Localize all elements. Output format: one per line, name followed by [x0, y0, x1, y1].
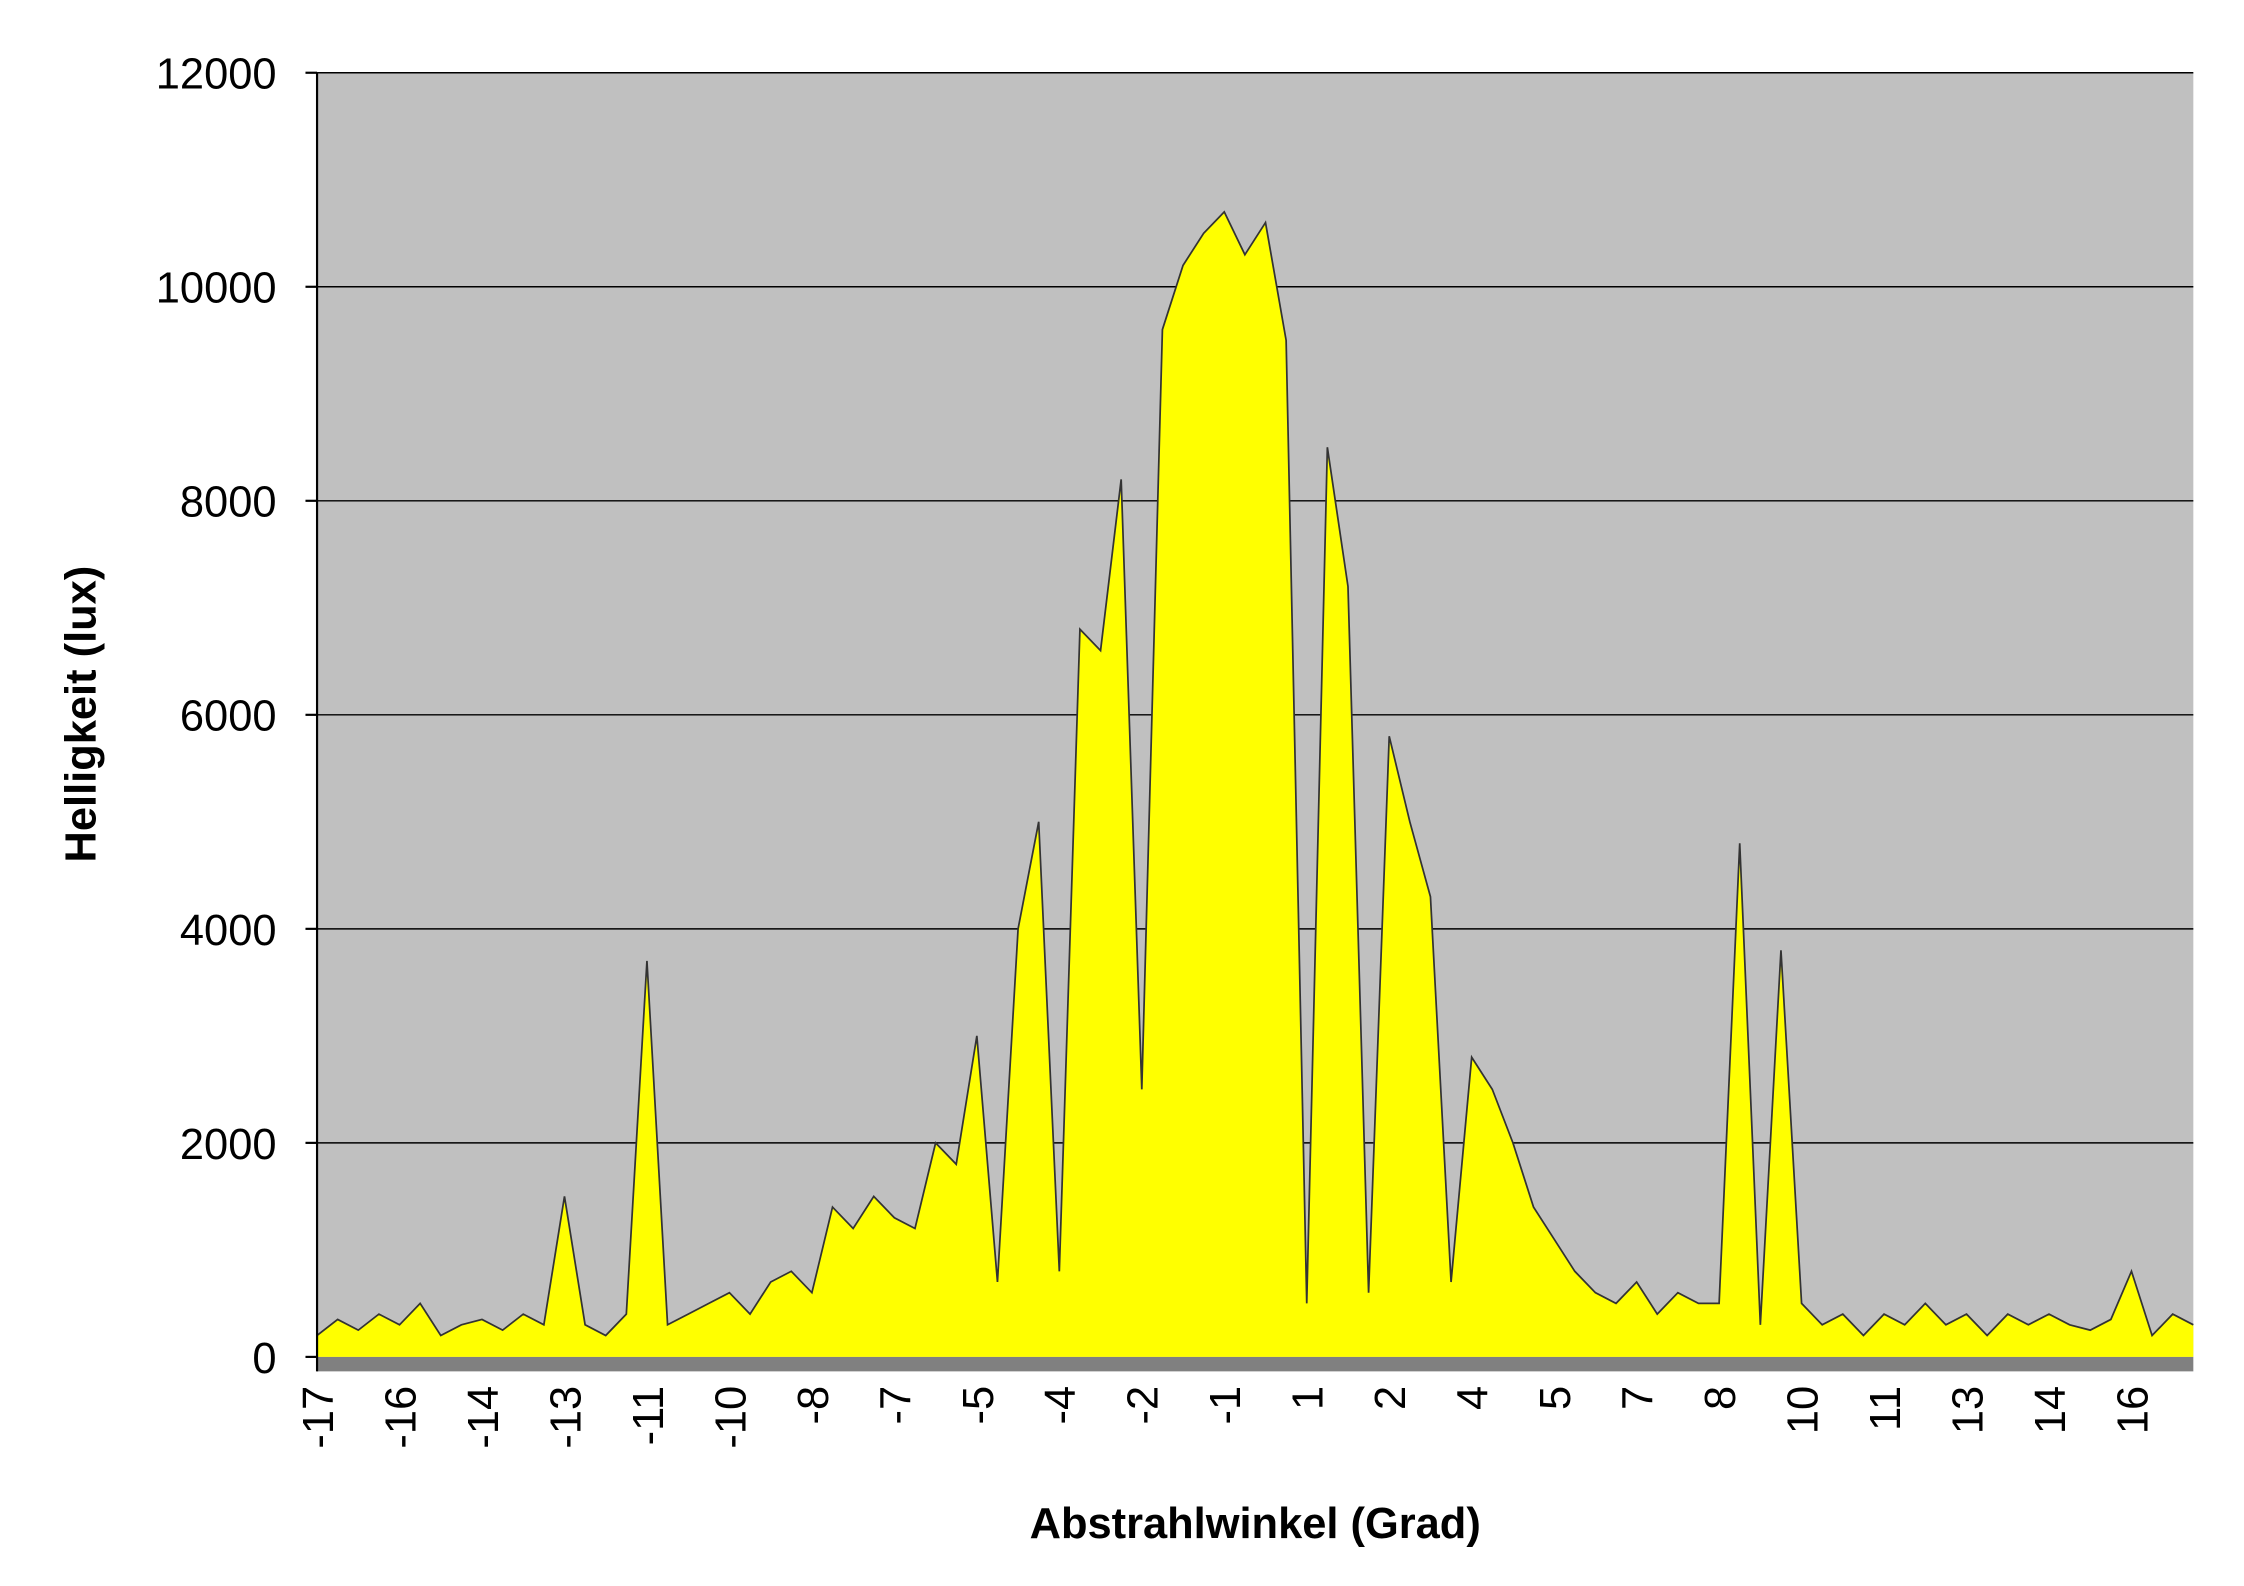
x-tick-label: -4	[1037, 1386, 1085, 1425]
x-tick-label: -2	[1120, 1386, 1168, 1425]
x-tick-label: -11	[625, 1386, 673, 1446]
x-tick-label: 2	[1367, 1386, 1415, 1410]
x-tick-label: -8	[790, 1386, 838, 1425]
x-tick-label: 14	[2027, 1386, 2075, 1434]
x-tick-label: 5	[1532, 1386, 1580, 1410]
x-tick-label: 11	[1862, 1386, 1910, 1431]
x-tick-label: 8	[1697, 1386, 1745, 1410]
area-line	[316, 210, 2194, 1338]
x-tick-label: 7	[1615, 1386, 1663, 1410]
x-tick-label: 16	[2109, 1386, 2157, 1434]
x-tick-label: -1	[1202, 1386, 1250, 1425]
area-fill	[317, 211, 2194, 1357]
y-tick-label: 0	[252, 1335, 276, 1383]
floor	[317, 1356, 2194, 1372]
x-tick-label: 1	[1285, 1386, 1333, 1410]
x-axis-title: Abstrahlwinkel (Grad)	[1030, 1500, 1481, 1548]
x-tick-label: 4	[1450, 1386, 1498, 1410]
x-tick-label: -17	[295, 1386, 343, 1449]
x-tick-label: -13	[542, 1386, 590, 1449]
y-tick-label: 12000	[156, 51, 277, 99]
x-tick-label: 10	[1780, 1386, 1828, 1434]
x-tick-label: -5	[955, 1386, 1003, 1425]
x-tick-label: 13	[1944, 1386, 1992, 1434]
y-tick-label: 8000	[180, 479, 277, 527]
x-tick-label: -14	[460, 1386, 508, 1449]
x-tick-label: -7	[872, 1386, 920, 1425]
y-tick-label: 4000	[180, 907, 277, 955]
y-tick-label: 6000	[180, 693, 277, 741]
y-tick-label: 2000	[180, 1121, 277, 1169]
x-tick-label: -10	[707, 1386, 755, 1449]
y-tick-label: 10000	[156, 265, 277, 313]
y-axis-title: Helligkeit (lux)	[58, 566, 106, 863]
x-tick-label: -16	[377, 1386, 425, 1449]
